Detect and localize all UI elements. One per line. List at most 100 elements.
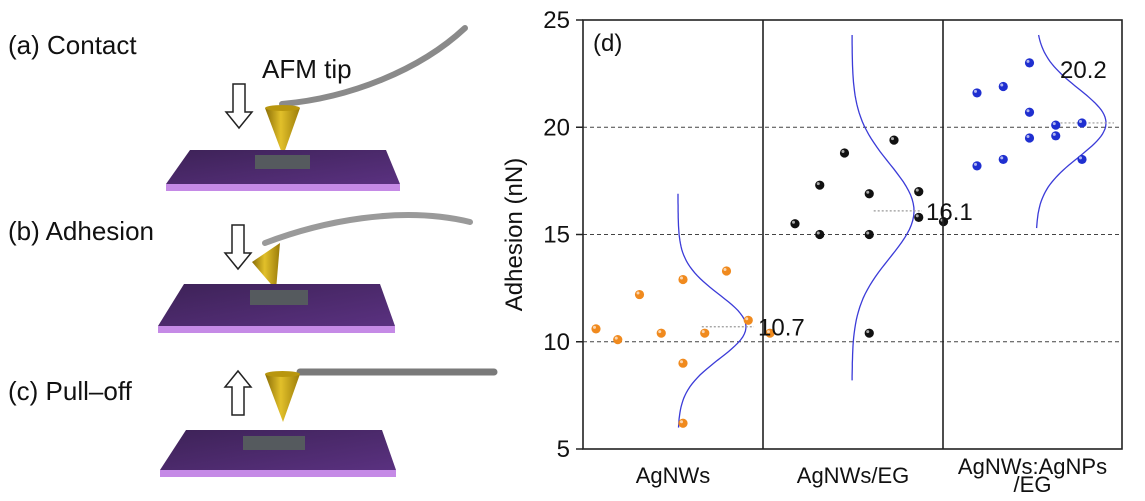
data-point bbox=[998, 154, 1008, 165]
data-point-highlight bbox=[891, 137, 894, 141]
data-point-highlight bbox=[816, 231, 820, 235]
data-point-dot bbox=[815, 229, 825, 240]
data-point-highlight bbox=[723, 267, 727, 271]
data-point-dot bbox=[721, 266, 732, 276]
data-point bbox=[815, 180, 825, 190]
data-point bbox=[815, 229, 825, 240]
data-point bbox=[889, 135, 899, 145]
data-point bbox=[678, 418, 688, 428]
step-pulloff bbox=[160, 368, 498, 477]
data-point-dot bbox=[1024, 107, 1035, 117]
data-point bbox=[591, 324, 601, 334]
data-point-dot bbox=[864, 229, 874, 240]
data-point-highlight bbox=[767, 330, 770, 334]
data-point bbox=[864, 229, 874, 240]
data-point bbox=[1051, 120, 1061, 130]
data-point-dot bbox=[889, 135, 899, 145]
data-point-highlight bbox=[866, 231, 870, 235]
step-contact bbox=[166, 25, 468, 191]
step-adhesion bbox=[158, 212, 473, 333]
data-point-dot bbox=[1024, 58, 1035, 68]
data-point bbox=[972, 161, 982, 171]
data-point-highlight bbox=[658, 330, 662, 334]
data-point-dot bbox=[998, 81, 1008, 92]
y-tick-label: 25 bbox=[543, 7, 570, 34]
tip-a bbox=[265, 108, 300, 156]
step-label-contact: (a) Contact bbox=[8, 30, 137, 60]
arrow-down-icon bbox=[223, 224, 253, 271]
y-tick-label: 10 bbox=[543, 329, 570, 356]
afm-schematic bbox=[158, 25, 498, 477]
data-point bbox=[678, 358, 688, 368]
data-point-dot bbox=[678, 274, 688, 285]
data-point-highlight bbox=[593, 325, 596, 329]
data-point-dot bbox=[972, 88, 982, 98]
data-point-dot bbox=[914, 187, 924, 197]
y-axis-label: Adhesion (nN) bbox=[501, 158, 528, 311]
data-point-highlight bbox=[1026, 134, 1030, 138]
mean-label: 16.1 bbox=[926, 199, 973, 226]
data-point bbox=[1077, 118, 1087, 128]
data-point-highlight bbox=[1000, 156, 1004, 160]
data-point-dot bbox=[864, 189, 874, 199]
data-point-dot bbox=[678, 418, 688, 428]
data-point bbox=[864, 328, 874, 338]
data-point bbox=[1024, 107, 1035, 117]
data-point bbox=[839, 148, 850, 158]
category-label: /EG bbox=[1014, 472, 1052, 497]
data-point-highlight bbox=[1026, 59, 1030, 63]
mean-label: 20.2 bbox=[1060, 57, 1107, 84]
step-label-pulloff: (c) Pull–off bbox=[8, 376, 132, 406]
data-point-highlight bbox=[1026, 109, 1030, 113]
data-point-highlight bbox=[816, 182, 820, 186]
data-point-dot bbox=[972, 161, 982, 171]
category-label: AgNWs/EG bbox=[797, 463, 909, 488]
data-point-highlight bbox=[974, 89, 977, 93]
data-point bbox=[914, 187, 924, 197]
data-point-dot bbox=[790, 219, 800, 229]
data-point-dot bbox=[998, 154, 1008, 165]
data-point-dot bbox=[678, 358, 688, 368]
data-point bbox=[972, 88, 982, 98]
tip-c bbox=[265, 374, 300, 422]
data-point bbox=[721, 266, 732, 276]
data-point-dot bbox=[1051, 131, 1061, 141]
data-point-highlight bbox=[792, 220, 795, 224]
data-point-highlight bbox=[1079, 119, 1082, 123]
data-point bbox=[1051, 131, 1061, 141]
data-point-highlight bbox=[701, 330, 705, 334]
category-label: AgNWs:AgNPs bbox=[958, 454, 1107, 479]
data-point-dot bbox=[700, 328, 710, 338]
mean-label: 10.7 bbox=[758, 315, 805, 342]
data-point bbox=[678, 274, 688, 285]
data-point-highlight bbox=[1052, 132, 1056, 136]
step-label-adhesion: (b) Adhesion bbox=[8, 216, 154, 246]
y-tick-label: 15 bbox=[543, 222, 570, 249]
data-point-highlight bbox=[974, 162, 977, 166]
gaussian-curve bbox=[851, 35, 915, 381]
data-point-dot bbox=[613, 335, 623, 345]
data-point-dot bbox=[743, 315, 753, 325]
gaussian-curve bbox=[677, 193, 747, 428]
data-point bbox=[864, 189, 874, 199]
data-point bbox=[914, 212, 924, 222]
data-point bbox=[1024, 58, 1035, 68]
data-point-dot bbox=[1077, 154, 1087, 165]
data-point-dot bbox=[864, 328, 874, 338]
data-point-dot bbox=[1024, 133, 1035, 143]
data-point-highlight bbox=[866, 190, 870, 194]
panel-label-d: (d) bbox=[593, 30, 622, 57]
data-point bbox=[613, 335, 623, 345]
data-point-dot bbox=[839, 148, 850, 158]
data-point-highlight bbox=[1079, 156, 1082, 160]
data-point-dot bbox=[815, 180, 825, 190]
y-tick-label: 5 bbox=[557, 436, 570, 463]
data-point-highlight bbox=[745, 317, 749, 321]
data-point-highlight bbox=[915, 188, 919, 192]
data-point-dot bbox=[914, 212, 924, 222]
data-point-highlight bbox=[680, 276, 683, 280]
data-point bbox=[656, 328, 666, 338]
cantilever-b bbox=[262, 212, 473, 246]
data-point-dot bbox=[656, 328, 666, 338]
